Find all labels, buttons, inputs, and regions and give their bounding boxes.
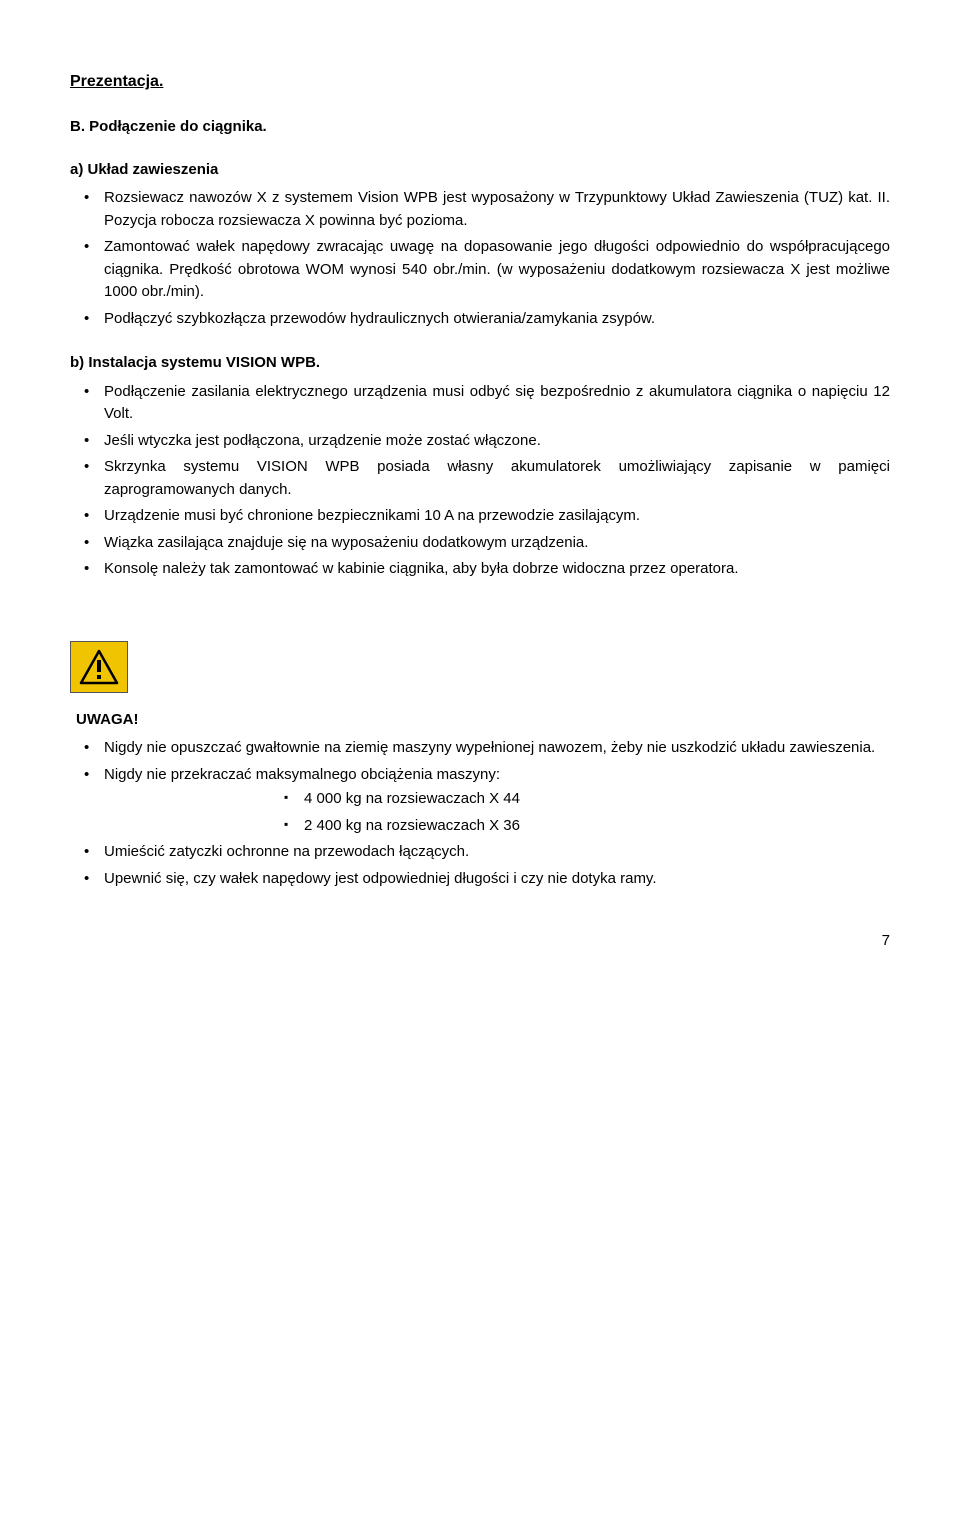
sub-a-list: Rozsiewacz nawozów X z systemem Vision W… [70, 187, 890, 330]
list-item: Skrzynka systemu VISION WPB posiada włas… [70, 456, 890, 501]
page-title: Prezentacja. [70, 70, 890, 94]
list-item: Rozsiewacz nawozów X z systemem Vision W… [70, 187, 890, 232]
list-item: Podłączyć szybkozłącza przewodów hydraul… [70, 308, 890, 331]
list-item-text: Nigdy nie przekraczać maksymalnego obcią… [104, 766, 500, 783]
list-item: Wiązka zasilająca znajduje się na wyposa… [70, 532, 890, 555]
warning-label: UWAGA! [76, 709, 890, 732]
warning-sublist: 4 000 kg na rozsiewaczach X 44 2 400 kg … [104, 788, 890, 837]
list-item: Umieścić zatyczki ochronne na przewodach… [70, 841, 890, 864]
list-item: Podłączenie zasilania elektrycznego urzą… [70, 381, 890, 426]
list-item: Zamontować wałek napędowy zwracając uwag… [70, 236, 890, 304]
list-item: Konsolę należy tak zamontować w kabinie … [70, 558, 890, 581]
sub-b-list: Podłączenie zasilania elektrycznego urzą… [70, 381, 890, 581]
warning-list: Nigdy nie opuszczać gwałtownie na ziemię… [70, 737, 890, 890]
list-item: 4 000 kg na rozsiewaczach X 44 [104, 788, 890, 811]
sub-b-title: b) Instalacja systemu VISION WPB. [70, 352, 890, 375]
warning-icon [70, 641, 128, 693]
list-item: Jeśli wtyczka jest podłączona, urządzeni… [70, 430, 890, 453]
list-item: Urządzenie musi być chronione bezpieczni… [70, 505, 890, 528]
list-item: Nigdy nie opuszczać gwałtownie na ziemię… [70, 737, 890, 760]
section-b-title: B. Podłączenie do ciągnika. [70, 116, 890, 139]
list-item: Upewnić się, czy wałek napędowy jest odp… [70, 868, 890, 891]
page-number: 7 [70, 930, 890, 953]
list-item: 2 400 kg na rozsiewaczach X 36 [104, 815, 890, 838]
sub-a-title: a) Układ zawieszenia [70, 159, 890, 182]
list-item: Nigdy nie przekraczać maksymalnego obcią… [70, 764, 890, 838]
